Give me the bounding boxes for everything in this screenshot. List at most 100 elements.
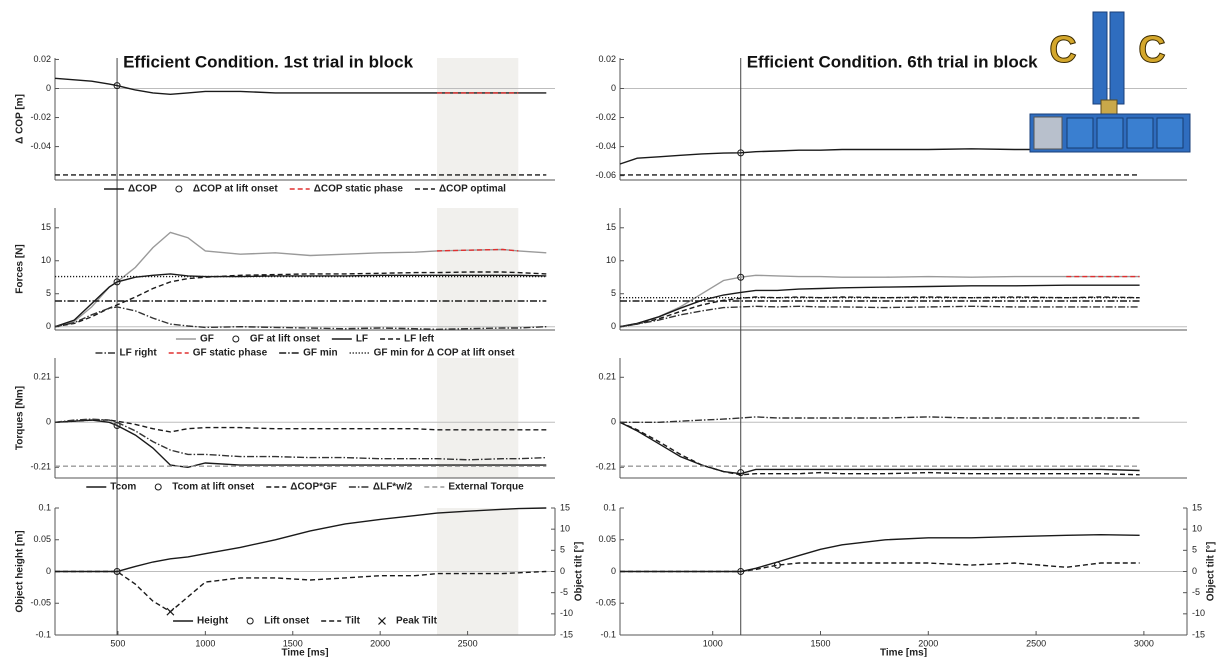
chart-title: Efficient Condition. 6th trial in block bbox=[747, 52, 1038, 71]
y2-tick-label: 5 bbox=[560, 545, 565, 555]
y-tick-label: -0.05 bbox=[595, 598, 616, 608]
legend-label: Height bbox=[197, 616, 229, 627]
y-tick-label: 0 bbox=[611, 566, 616, 576]
y2-axis-title: Object tilt [°] bbox=[574, 542, 585, 602]
y2-tick-label: 15 bbox=[1192, 502, 1202, 512]
panel: 151050Forces [N]GFGF at lift onsetLFLF l… bbox=[15, 208, 555, 359]
marker-circle bbox=[176, 186, 182, 192]
y-tick-label: 5 bbox=[46, 288, 51, 298]
y-tick-label: 0.05 bbox=[598, 534, 616, 544]
marker-x bbox=[167, 608, 174, 615]
legend-label: Tilt bbox=[345, 616, 360, 627]
y-tick-label: 0 bbox=[611, 321, 616, 331]
y-tick-label: -0.04 bbox=[595, 141, 616, 151]
marker-circle bbox=[247, 618, 253, 624]
inset-block bbox=[1034, 117, 1062, 149]
y-tick-label: 0.21 bbox=[598, 372, 616, 382]
apparatus-inset: C C bbox=[1030, 12, 1190, 152]
legend-label: ΔCOP static phase bbox=[314, 184, 404, 195]
y-tick-label: -0.21 bbox=[30, 462, 51, 472]
panel: 15 10 5 0 bbox=[606, 208, 1187, 358]
y-tick-label: 10 bbox=[606, 255, 616, 265]
inset-cell bbox=[1157, 118, 1183, 148]
page: 0.02 0 -0.02 -0.04 Efficient Condition. 1st … bbox=[0, 0, 1216, 657]
y-tick-label: -0.02 bbox=[595, 112, 616, 122]
y2-tick-label: 0 bbox=[560, 566, 565, 576]
y2-axis-title: Object tilt [°] bbox=[1206, 542, 1216, 602]
y-axis-title: Forces [N] bbox=[15, 244, 26, 293]
legend-label: ΔLF*w/2 bbox=[373, 482, 413, 493]
y2-tick-label: 15 bbox=[560, 502, 570, 512]
y-tick-label: 15 bbox=[606, 222, 616, 232]
panel: 0.21 0 -0.21 bbox=[595, 358, 1187, 508]
figure: 0.02 0 -0.02 -0.04 Efficient Condition. 1st … bbox=[0, 0, 1216, 657]
y-tick-label: 0.05 bbox=[33, 534, 51, 544]
y-tick-label: -0.02 bbox=[30, 112, 51, 122]
y2-tick-label: -10 bbox=[1192, 608, 1205, 618]
legend-label: GF at lift onset bbox=[250, 334, 321, 345]
series-line bbox=[620, 535, 1140, 572]
x-tick-label: 1500 bbox=[810, 638, 830, 648]
legend-label: Tcom at lift onset bbox=[172, 482, 255, 493]
series-line bbox=[620, 417, 1140, 422]
y2-tick-label: -10 bbox=[560, 608, 573, 618]
y-tick-label: 0.02 bbox=[33, 54, 51, 64]
y-tick-label: 0 bbox=[46, 566, 51, 576]
panel: 0.21 0 -0.21 Torques [Nm] Tcom Tcom at lift o… bbox=[15, 358, 555, 508]
x-tick-label: 3000 bbox=[1134, 638, 1154, 648]
y-tick-label: 0 bbox=[46, 417, 51, 427]
y2-tick-label: -5 bbox=[1192, 587, 1200, 597]
y-tick-label: 0 bbox=[611, 417, 616, 427]
legend-label: Tcom bbox=[110, 482, 136, 493]
y-tick-label: 10 bbox=[41, 255, 51, 265]
legend-label: GF bbox=[200, 334, 214, 345]
y-tick-label: -0.1 bbox=[35, 629, 51, 639]
inset-cell bbox=[1097, 118, 1123, 148]
y2-tick-label: 10 bbox=[560, 524, 570, 534]
legend-label: ΔCOP at lift onset bbox=[193, 184, 278, 195]
x-tick-label: 1000 bbox=[703, 638, 723, 648]
y-tick-label: -0.06 bbox=[595, 170, 616, 180]
x-tick-label: 2500 bbox=[458, 638, 478, 648]
y2-tick-label: 10 bbox=[1192, 524, 1202, 534]
y-tick-label: 15 bbox=[41, 222, 51, 232]
legend-label: GF static phase bbox=[193, 348, 268, 359]
y-axis-title: Object height [m] bbox=[15, 530, 26, 612]
series-line bbox=[620, 306, 1140, 326]
static-phase-band bbox=[437, 208, 518, 330]
series-line bbox=[620, 563, 1140, 572]
y-tick-label: -0.04 bbox=[30, 141, 51, 151]
y2-tick-label: -5 bbox=[560, 587, 568, 597]
inset-sensor bbox=[1101, 100, 1117, 114]
legend-label: External Torque bbox=[448, 482, 524, 493]
inset-label: C bbox=[1138, 29, 1165, 71]
y-axis-title: Torques [Nm] bbox=[15, 386, 26, 450]
chart-title: Efficient Condition. 1st trial in block bbox=[123, 52, 414, 71]
marker-circle bbox=[155, 484, 161, 490]
y-tick-label: -0.21 bbox=[595, 462, 616, 472]
inset-cell bbox=[1127, 118, 1153, 148]
y-tick-label: 0.1 bbox=[38, 502, 51, 512]
inset-bar bbox=[1093, 12, 1107, 104]
static-phase-band bbox=[437, 58, 518, 180]
y-tick-label: 0 bbox=[46, 321, 51, 331]
legend-label: Lift onset bbox=[264, 616, 310, 627]
inset-cell bbox=[1067, 118, 1093, 148]
x-axis-title: Time [ms] bbox=[880, 648, 927, 657]
y-tick-label: 0 bbox=[46, 83, 51, 93]
inset-label: C bbox=[1049, 29, 1076, 71]
y2-tick-label: -15 bbox=[560, 629, 573, 639]
legend-label: ΔCOP optimal bbox=[439, 184, 506, 195]
y-tick-label: 5 bbox=[611, 288, 616, 298]
legend-label: GF min bbox=[303, 348, 337, 359]
legend-label: Peak Tilt bbox=[396, 616, 438, 627]
x-tick-label: 500 bbox=[110, 638, 125, 648]
legend-label: LF bbox=[356, 334, 368, 345]
inset-bar bbox=[1110, 12, 1124, 104]
y-tick-label: 0.21 bbox=[33, 372, 51, 382]
x-tick-label: 2000 bbox=[370, 638, 390, 648]
y2-tick-label: 5 bbox=[1192, 545, 1197, 555]
legend-label: ΔCOP bbox=[128, 184, 157, 195]
panel: 0.02 0 -0.02 -0.04 Efficient Condition. 1st … bbox=[15, 52, 555, 208]
